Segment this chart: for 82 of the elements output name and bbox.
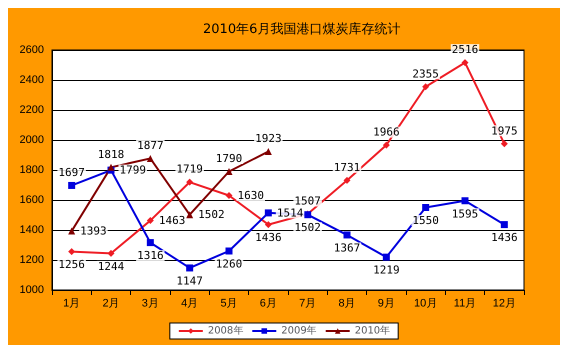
data-label: 1514 [276, 206, 304, 220]
data-label: 1256 [58, 258, 85, 272]
y-tick-label: 1200 [20, 254, 44, 266]
x-tick-label: 11月 [454, 298, 476, 310]
point [108, 164, 114, 171]
data-label: 2355 [412, 67, 439, 80]
y-tick-label: 2000 [20, 134, 44, 146]
point [186, 178, 194, 186]
data-label: 1595 [452, 207, 478, 220]
data-label: 1877 [137, 138, 164, 152]
point [146, 239, 154, 246]
point [422, 83, 430, 90]
y-tick-label: 2400 [20, 74, 44, 86]
point [344, 176, 350, 184]
y-tick-label: 1400 [20, 224, 44, 236]
point [108, 250, 114, 257]
data-label: 1697 [58, 166, 85, 179]
y-tick-label: 2600 [20, 44, 44, 56]
point [500, 221, 508, 228]
x-tick-label: 2月 [102, 298, 120, 310]
point [344, 231, 350, 238]
data-label: 1550 [412, 214, 439, 227]
data-label: 1393 [80, 224, 107, 238]
data-label: 1367 [334, 241, 360, 254]
point [226, 168, 232, 175]
point [500, 140, 508, 148]
x-tick-label: 4月 [181, 298, 198, 310]
legend-label: 2009年 [281, 324, 317, 336]
x-tick-label: 3月 [142, 298, 159, 310]
data-label: 1719 [176, 162, 203, 176]
data-label: 1818 [98, 148, 124, 161]
data-label: 1923 [255, 132, 282, 146]
x-tick-label: 7月 [299, 298, 316, 310]
point [186, 264, 194, 272]
chart-title: 2010年6月我国港口煤炭库存统计 [203, 22, 400, 37]
data-label: 1975 [491, 124, 518, 138]
data-label: 2516 [452, 43, 478, 56]
point [462, 59, 468, 66]
point [226, 248, 232, 254]
y-tick-label: 2200 [20, 104, 44, 116]
y-tick-label: 1600 [20, 194, 44, 206]
data-label: 1790 [216, 152, 242, 165]
legend-label: 2008年 [208, 324, 244, 336]
x-tick-label: 9月 [378, 298, 395, 310]
point [68, 228, 76, 235]
point [68, 248, 76, 256]
point [382, 142, 390, 149]
data-label: 1507 [294, 194, 321, 208]
x-tick-label: 5月 [220, 298, 238, 310]
point [146, 217, 154, 224]
x-tick-label: 6月 [260, 298, 277, 310]
data-label: 1260 [216, 258, 242, 270]
point [422, 204, 430, 211]
data-label: 1731 [334, 160, 360, 174]
data-label: 1244 [98, 260, 125, 273]
y-tick-label: 1800 [20, 164, 44, 176]
data-label: 1966 [373, 126, 400, 139]
x-tick-label: 10月 [414, 298, 438, 310]
point [462, 197, 468, 204]
data-label: 1463 [158, 214, 186, 228]
point [264, 148, 272, 156]
point [264, 209, 272, 216]
legend-label: 2010年 [354, 324, 390, 336]
y-tick-label: 1000 [20, 284, 44, 296]
x-tick-label: 8月 [338, 298, 356, 310]
data-label: 1436 [491, 231, 518, 244]
data-label: 1502 [294, 221, 321, 234]
point [146, 154, 154, 162]
data-label: 1799 [120, 164, 146, 177]
point [226, 192, 232, 199]
data-label: 1219 [373, 264, 400, 277]
data-label: 1316 [137, 249, 164, 262]
data-label: 1630 [238, 189, 264, 202]
x-tick-label: 12月 [492, 298, 516, 310]
data-label: 1147 [176, 274, 203, 288]
x-tick-label: 1月 [63, 298, 80, 310]
point [186, 211, 194, 218]
point [264, 221, 272, 228]
data-label: 1502 [198, 208, 225, 222]
point [68, 182, 76, 189]
data-label: 1436 [255, 231, 282, 244]
point [382, 254, 390, 261]
